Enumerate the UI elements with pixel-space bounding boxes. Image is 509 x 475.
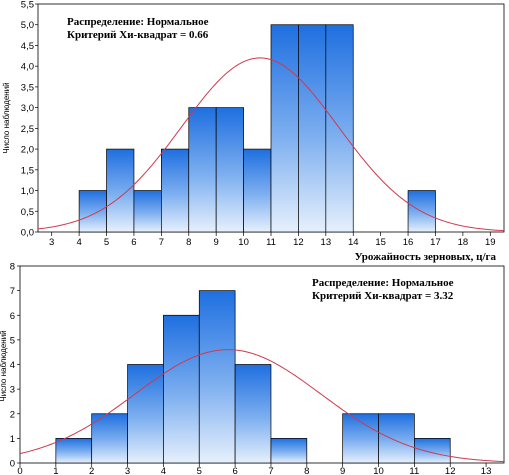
chart-2-bar — [127, 364, 164, 464]
chart-2-normal-fit-curve — [19, 349, 505, 463]
chart-1-bar — [188, 107, 217, 233]
chart-1-y-tick-label: 4,5 — [21, 41, 34, 52]
chart-1-y-axis-label: Число наблюдений — [2, 82, 11, 153]
chart-2-y-tick-label: 3 — [10, 385, 15, 396]
chart-2-y-tick-label: 2 — [10, 409, 15, 420]
chart-1-x-tick-label: 16 — [403, 237, 414, 248]
chart-1-x-tick-label: 18 — [458, 237, 469, 248]
chart-2-annotation-distribution: Распределение: Нормальное — [312, 277, 454, 289]
chart-1-bar — [161, 148, 190, 233]
chart-2-x-tick-label: 12 — [445, 466, 456, 475]
chart-1-x-tick-label: 15 — [375, 237, 386, 248]
chart-1-annotation-distribution: Распределение: Нормальное — [67, 16, 209, 28]
chart-2-bar — [378, 413, 415, 464]
chart-2-x-tick-label: 9 — [340, 466, 345, 475]
chart-1-bar — [78, 190, 107, 233]
chart-2-bar — [198, 290, 236, 464]
chart-2-x-tick-label: 3 — [125, 466, 130, 475]
chart-1: 0,0 0,5 1,0 1,5 2,0 2,5 3,0 3,5 4,0 4,5 5,0 5,5 3 4 5… — [2, 0, 505, 263]
chart-2-bar — [414, 438, 451, 464]
chart-1-y-tick-labels: 0,0 0,5 1,0 1,5 2,0 2,5 3,0 3,5 4,0 4,5 5,0 5,5 — [21, 0, 38, 239]
chart-2-y-tick-label: 6 — [10, 311, 15, 322]
chart-2-annotation-chi-square: Критерий Хи-квадрат = 3.32 — [312, 290, 454, 302]
chart-1-y-tick-label: 4,0 — [21, 62, 34, 73]
chart-1-x-tick-label: 8 — [186, 237, 191, 248]
chart-1-y-tick-label: 2,0 — [21, 145, 34, 156]
chart-2-x-tick-label: 10 — [373, 466, 384, 475]
chart-2-x-tick-label: 7 — [268, 466, 273, 475]
chart-1-y-tick-label: 1,5 — [21, 165, 34, 176]
chart-2-x-tick-label: 11 — [409, 466, 419, 475]
chart-1-bar — [298, 24, 327, 233]
chart-2-bar — [91, 413, 128, 464]
chart-2-x-tick-label: 5 — [197, 466, 202, 475]
chart-2-bar — [55, 438, 93, 464]
chart-1-y-tick-label: 3,5 — [21, 82, 34, 93]
chart-2-x-tick-label: 2 — [89, 466, 94, 475]
chart-1-y-tick-label: 3,0 — [21, 103, 34, 114]
chart-2-x-tick-label: 8 — [304, 466, 309, 475]
chart-2-y-tick-labels: 0 1 2 3 4 5 6 7 8 — [10, 262, 20, 470]
chart-1-bar — [106, 148, 135, 233]
chart-1-x-tick-label: 17 — [430, 237, 441, 248]
chart-1-x-tick-label: 6 — [131, 237, 136, 248]
chart-2-x-tick-label: 0 — [17, 466, 22, 475]
chart-1-y-tick-label: 0,5 — [21, 207, 34, 218]
chart-1-bar — [270, 24, 299, 233]
chart-1-y-tick-label: 1,0 — [21, 186, 34, 197]
chart-2-y-tick-label: 5 — [10, 335, 15, 346]
chart-1-x-tick-labels: 3 4 5 6 7 8 9 10 11 12 13 14 15 16 17 18 19 — [49, 232, 496, 248]
chart-2-bar — [234, 364, 272, 464]
chart-2-y-tick-label: 4 — [10, 360, 15, 371]
chart-1-bar — [243, 148, 272, 233]
chart-1-x-tick-label: 13 — [321, 237, 332, 248]
chart-2-x-tick-label: 4 — [161, 466, 166, 475]
chart-1-y-tick-label: 5,5 — [21, 0, 34, 11]
chart-2-bar — [163, 314, 200, 464]
chart-1-y-tick-label: 0,0 — [21, 228, 34, 239]
chart-1-x-tick-label: 9 — [214, 237, 219, 248]
chart-1-x-tick-label: 4 — [76, 237, 81, 248]
chart-1-y-tick-label: 2,5 — [21, 124, 34, 135]
chart-1-annotation-chi-square: Критерий Хи-квадрат = 0.66 — [67, 29, 209, 41]
chart-2-bar — [342, 413, 379, 464]
chart-1-x-tick-label: 19 — [485, 237, 496, 248]
chart-1-normal-fit-curve — [37, 57, 505, 232]
chart-1-x-tick-label: 3 — [49, 237, 54, 248]
chart-1-bar — [133, 190, 162, 233]
chart-2-y-tick-label: 1 — [10, 434, 15, 445]
chart-1-x-tick-label: 14 — [348, 237, 359, 248]
chart-2-y-tick-label: 0 — [10, 459, 15, 470]
chart-1-x-tick-label: 10 — [238, 237, 249, 248]
chart-2-bar — [270, 438, 308, 464]
chart-1-x-tick-label: 11 — [266, 237, 276, 248]
chart-2-x-tick-label: 1 — [53, 466, 58, 475]
chart-1-x-axis-label: Урожайность зерновых, ц/га — [355, 251, 497, 263]
chart-2-y-axis-label: Число наблюдений — [0, 330, 8, 401]
chart-1-x-tick-label: 7 — [159, 237, 164, 248]
chart-2-x-tick-label: 13 — [481, 466, 492, 475]
chart-1-bar — [215, 107, 244, 233]
chart-2-y-tick-label: 7 — [10, 286, 15, 297]
chart-1-x-tick-label: 12 — [293, 237, 304, 248]
chart-2-y-tick-label: 8 — [10, 262, 15, 273]
chart-2-x-tick-label: 6 — [232, 466, 237, 475]
chart-2-bars — [55, 290, 451, 464]
chart-2-x-tick-labels: 0 1 2 3 4 5 6 7 8 9 10 11 12 13 — [17, 463, 491, 475]
chart-1-x-tick-label: 5 — [104, 237, 109, 248]
chart-1-y-tick-label: 5,0 — [21, 20, 34, 31]
